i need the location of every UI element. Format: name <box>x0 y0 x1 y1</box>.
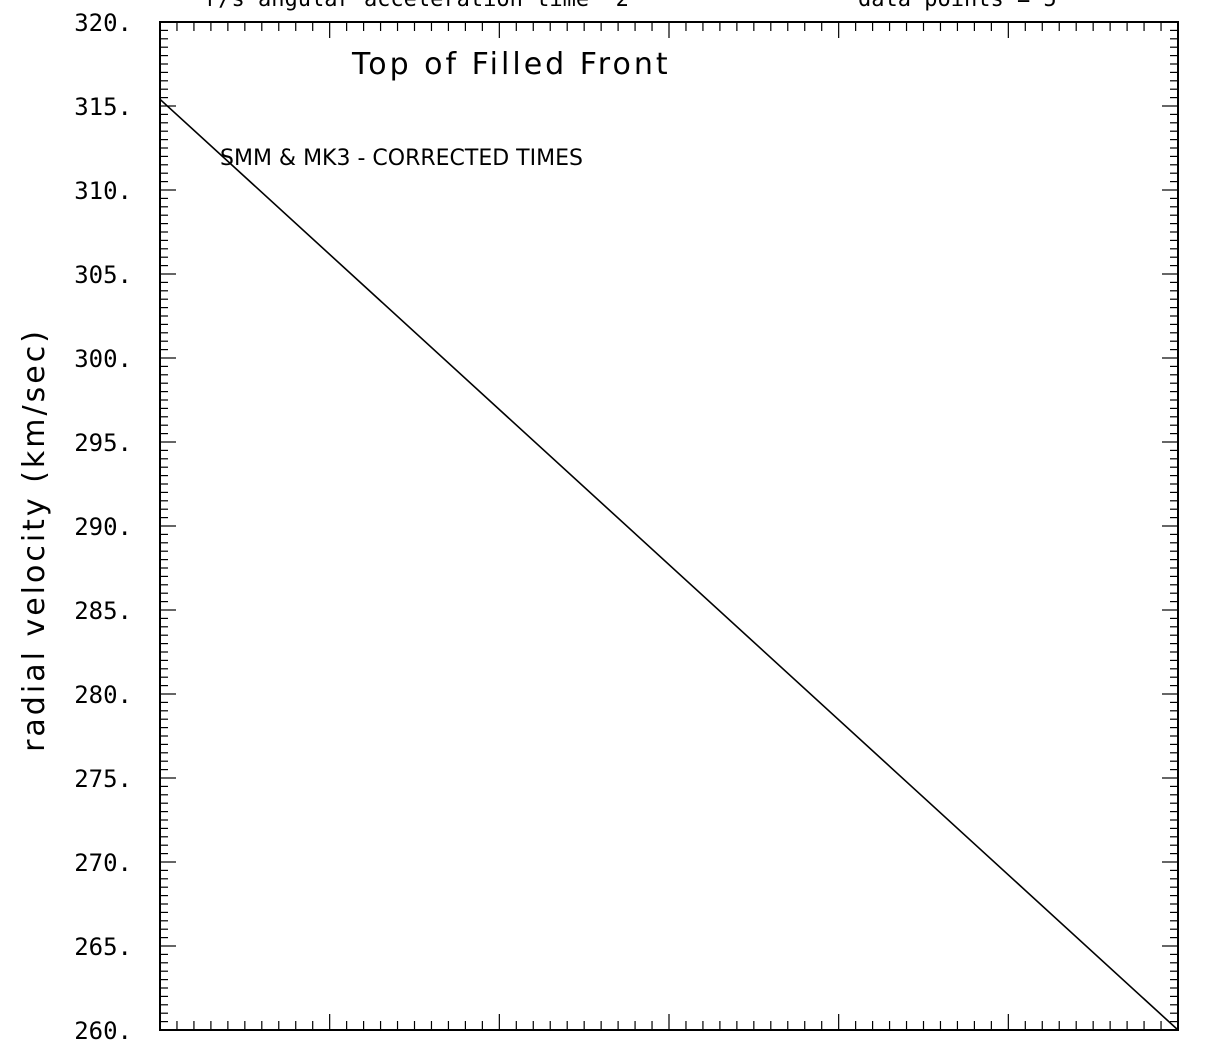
plot-frame <box>159 21 1179 1031</box>
y-tick-label: 320. <box>74 9 132 37</box>
y-tick-label: 280. <box>74 681 132 709</box>
y-tick-label: 275. <box>74 765 132 793</box>
axis-ticks <box>159 21 1179 1031</box>
y-tick-label: 295. <box>74 429 132 457</box>
series-line <box>159 98 1179 1031</box>
chart-title: Top of Filled Front <box>351 47 671 82</box>
y-tick-label: 305. <box>74 261 132 289</box>
series-layer <box>159 98 1179 1031</box>
chart-annotation: SMM & MK3 - CORRECTED TIMES <box>220 146 583 171</box>
y-axis-label: radial velocity (km/sec) <box>17 328 52 752</box>
y-tick-label: 265. <box>74 933 132 961</box>
y-tick-labels: 320. 315. 310. 305. 300. 295. 290. 285. 280. 275.… <box>74 9 132 1045</box>
y-tick-label: 270. <box>74 849 132 877</box>
y-tick-label: 315. <box>74 93 132 121</box>
y-tick-label: 285. <box>74 597 132 625</box>
header-left-text: r/s angular acceleration*time**2 <box>205 0 629 12</box>
y-tick-label: 310. <box>74 177 132 205</box>
y-tick-label: 290. <box>74 513 132 541</box>
y-tick-label: 300. <box>74 345 132 373</box>
header-right-text: data points = 5 <box>858 0 1057 12</box>
y-tick-label: 260. <box>74 1017 132 1045</box>
